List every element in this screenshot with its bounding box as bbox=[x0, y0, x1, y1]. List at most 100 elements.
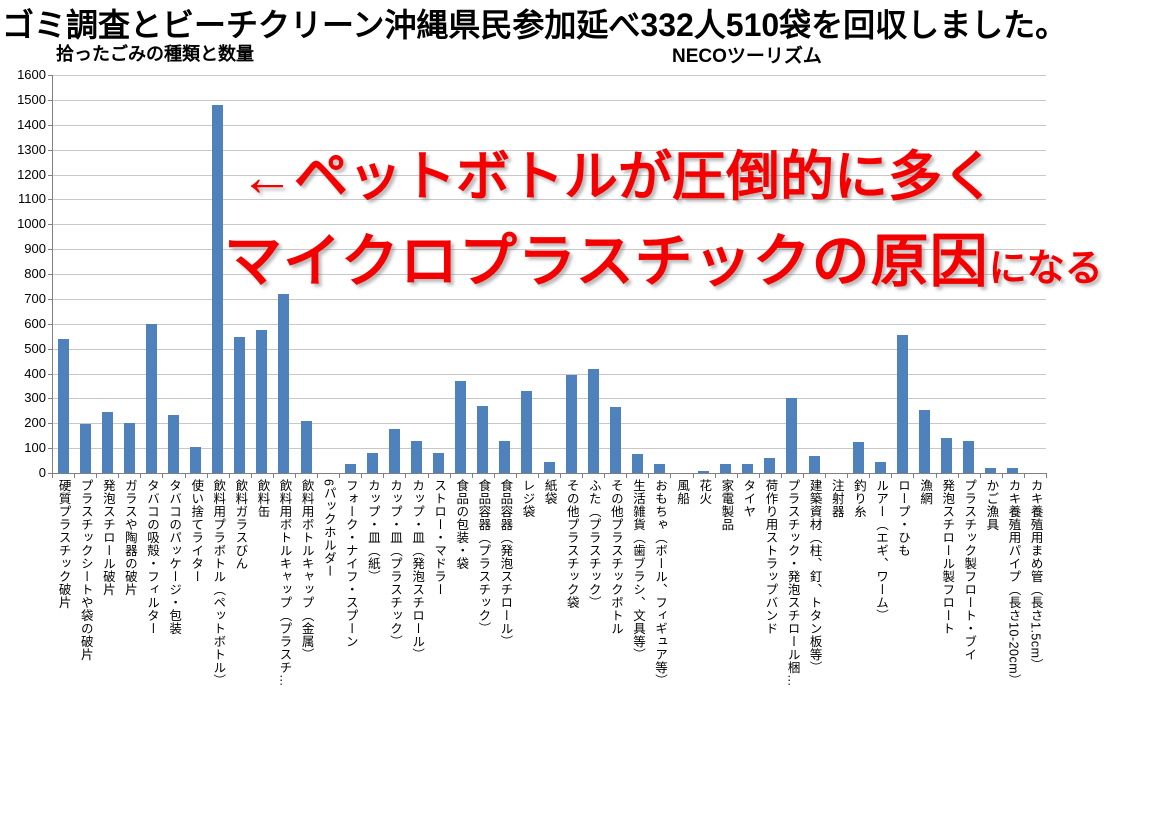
x-axis-label-text: 家電製品 bbox=[719, 479, 734, 531]
bar bbox=[212, 104, 224, 473]
x-axis-label: プラスチック製フロート・ブイ bbox=[958, 479, 980, 819]
x-axis-label: ルアー（エギ、ワーム） bbox=[869, 479, 891, 819]
x-axis-label: 発泡スチロール破片 bbox=[96, 479, 118, 819]
x-axis-label: 釣り糸 bbox=[847, 479, 869, 819]
gridline bbox=[52, 224, 1046, 226]
bar bbox=[521, 390, 533, 473]
y-axis-label: 400 bbox=[24, 365, 46, 381]
x-axis-label-text: 発泡スチロール破片 bbox=[100, 479, 115, 596]
x-axis-label-text: 風船 bbox=[675, 479, 690, 505]
x-axis-label-text: プラスチック・発泡スチロール梱… bbox=[785, 479, 800, 687]
x-axis-label: 風船 bbox=[670, 479, 692, 819]
x-axis-tick bbox=[714, 473, 716, 478]
y-axis-label: 1300 bbox=[17, 141, 46, 157]
x-axis-tick bbox=[803, 473, 805, 478]
bar bbox=[300, 420, 312, 473]
gridline bbox=[52, 149, 1046, 151]
y-axis-tick bbox=[48, 348, 52, 350]
y-axis-tick bbox=[48, 323, 52, 325]
x-axis-tick bbox=[869, 473, 871, 478]
x-axis-label: ストロー・マドラー bbox=[428, 479, 450, 819]
bar bbox=[742, 464, 754, 473]
x-axis-label-text: タバコのパッケージ・包装 bbox=[167, 479, 182, 635]
x-axis-label-text: ルアー（エギ、ワーム） bbox=[873, 479, 888, 622]
x-axis-label: 建築資材（柱、釘、トタン板等） bbox=[803, 479, 825, 819]
x-axis-label-text: ガラスや陶器の破片 bbox=[122, 479, 137, 596]
y-axis-label: 500 bbox=[24, 340, 46, 356]
y-axis-tick bbox=[48, 174, 52, 176]
x-axis-label: 花火 bbox=[693, 479, 715, 819]
x-axis-label-text: 荷作り用ストラップバンド bbox=[763, 479, 778, 635]
bar bbox=[852, 441, 864, 473]
bar bbox=[256, 329, 268, 473]
x-axis-tick bbox=[582, 473, 584, 478]
x-axis-tick bbox=[383, 473, 385, 478]
y-axis-tick bbox=[48, 423, 52, 425]
y-axis-tick bbox=[48, 75, 52, 76]
x-axis-label: 硬質プラスチック破片 bbox=[52, 479, 74, 819]
x-axis-label-text: プラスチック製フロート・ブイ bbox=[962, 479, 977, 661]
x-axis-line bbox=[52, 473, 1046, 474]
y-axis-tick bbox=[48, 149, 52, 151]
x-axis-tick bbox=[1001, 473, 1003, 478]
y-axis-tick bbox=[48, 99, 52, 101]
y-axis-label: 1500 bbox=[17, 91, 46, 107]
x-axis-label: 紙袋 bbox=[538, 479, 560, 819]
bar bbox=[941, 438, 953, 473]
x-axis-label: カップ・皿（発泡スチロール） bbox=[405, 479, 427, 819]
y-axis-label: 0 bbox=[38, 465, 46, 480]
bar bbox=[190, 446, 202, 473]
x-axis-label-text: 飲料ガラスびん bbox=[233, 479, 248, 570]
bar bbox=[123, 423, 135, 473]
bar bbox=[278, 293, 290, 473]
y-axis-tick bbox=[48, 473, 52, 474]
bar bbox=[631, 454, 643, 473]
gridline bbox=[52, 323, 1046, 325]
x-axis-label: おもちゃ（ボール、フィギュア等） bbox=[648, 479, 670, 819]
x-axis-label-text: ロープ・ひも bbox=[896, 479, 911, 557]
x-axis-label: 食品容器（プラスチック） bbox=[472, 479, 494, 819]
x-axis-label-text: タバコの吸殻・フィルター bbox=[145, 479, 159, 635]
x-axis-tick bbox=[626, 473, 628, 478]
x-axis-label-text: 生活雑貨（歯ブラシ、文具等） bbox=[630, 479, 645, 661]
bar bbox=[985, 468, 997, 473]
x-axis-label-text: プラスチックシートや袋の破片 bbox=[78, 479, 93, 661]
x-axis-label: 発泡スチロール製フロート bbox=[936, 479, 958, 819]
y-axis-tick bbox=[48, 298, 52, 300]
x-axis-label: レジ袋 bbox=[516, 479, 538, 819]
x-axis-tick bbox=[140, 473, 142, 478]
x-axis-label-text: カップ・皿（発泡スチロール） bbox=[410, 479, 425, 661]
x-axis-tick bbox=[537, 473, 539, 478]
bar bbox=[565, 374, 577, 473]
y-axis-label: 600 bbox=[24, 315, 46, 331]
gridline bbox=[52, 298, 1046, 300]
x-axis-tick bbox=[825, 473, 827, 478]
x-axis-tick bbox=[96, 473, 98, 478]
x-axis-label-text: おもちゃ（ボール、フィギュア等） bbox=[653, 479, 668, 687]
gridline bbox=[52, 373, 1046, 375]
x-axis-label-text: 注射器 bbox=[829, 479, 844, 518]
x-axis-label-text: 飲料用ボトルキャップ（プラスチ… bbox=[277, 479, 292, 687]
x-axis-label-text: 使い捨てライター bbox=[189, 479, 204, 583]
x-axis-label-text: その他プラスチック袋 bbox=[564, 479, 579, 609]
x-axis-tick bbox=[52, 473, 53, 478]
y-axis-tick bbox=[48, 373, 52, 375]
x-axis-label-text: 食品の包装・袋 bbox=[454, 479, 469, 570]
x-axis-label: 飲料用プラボトル（ペットボトル） bbox=[207, 479, 229, 819]
x-axis-label: 生活雑貨（歯ブラシ、文具等） bbox=[626, 479, 648, 819]
annotation-line-2: マイクロプラスチックの原因 になる bbox=[224, 214, 1103, 298]
x-axis-tick bbox=[692, 473, 694, 478]
gridline bbox=[52, 348, 1046, 350]
x-axis-label: その他プラスチック袋 bbox=[560, 479, 582, 819]
y-axis-label: 800 bbox=[24, 266, 46, 281]
bar bbox=[919, 409, 930, 473]
x-axis-tick bbox=[493, 473, 495, 478]
bar bbox=[79, 424, 91, 473]
bar bbox=[808, 455, 820, 473]
bar bbox=[101, 412, 113, 473]
gridline bbox=[52, 398, 1046, 400]
x-axis-label: 飲料ガラスびん bbox=[229, 479, 251, 819]
x-axis-label: 飲料用ボトルキャップ（金属） bbox=[295, 479, 317, 819]
x-axis-tick bbox=[317, 473, 319, 478]
x-axis-tick bbox=[891, 473, 893, 478]
